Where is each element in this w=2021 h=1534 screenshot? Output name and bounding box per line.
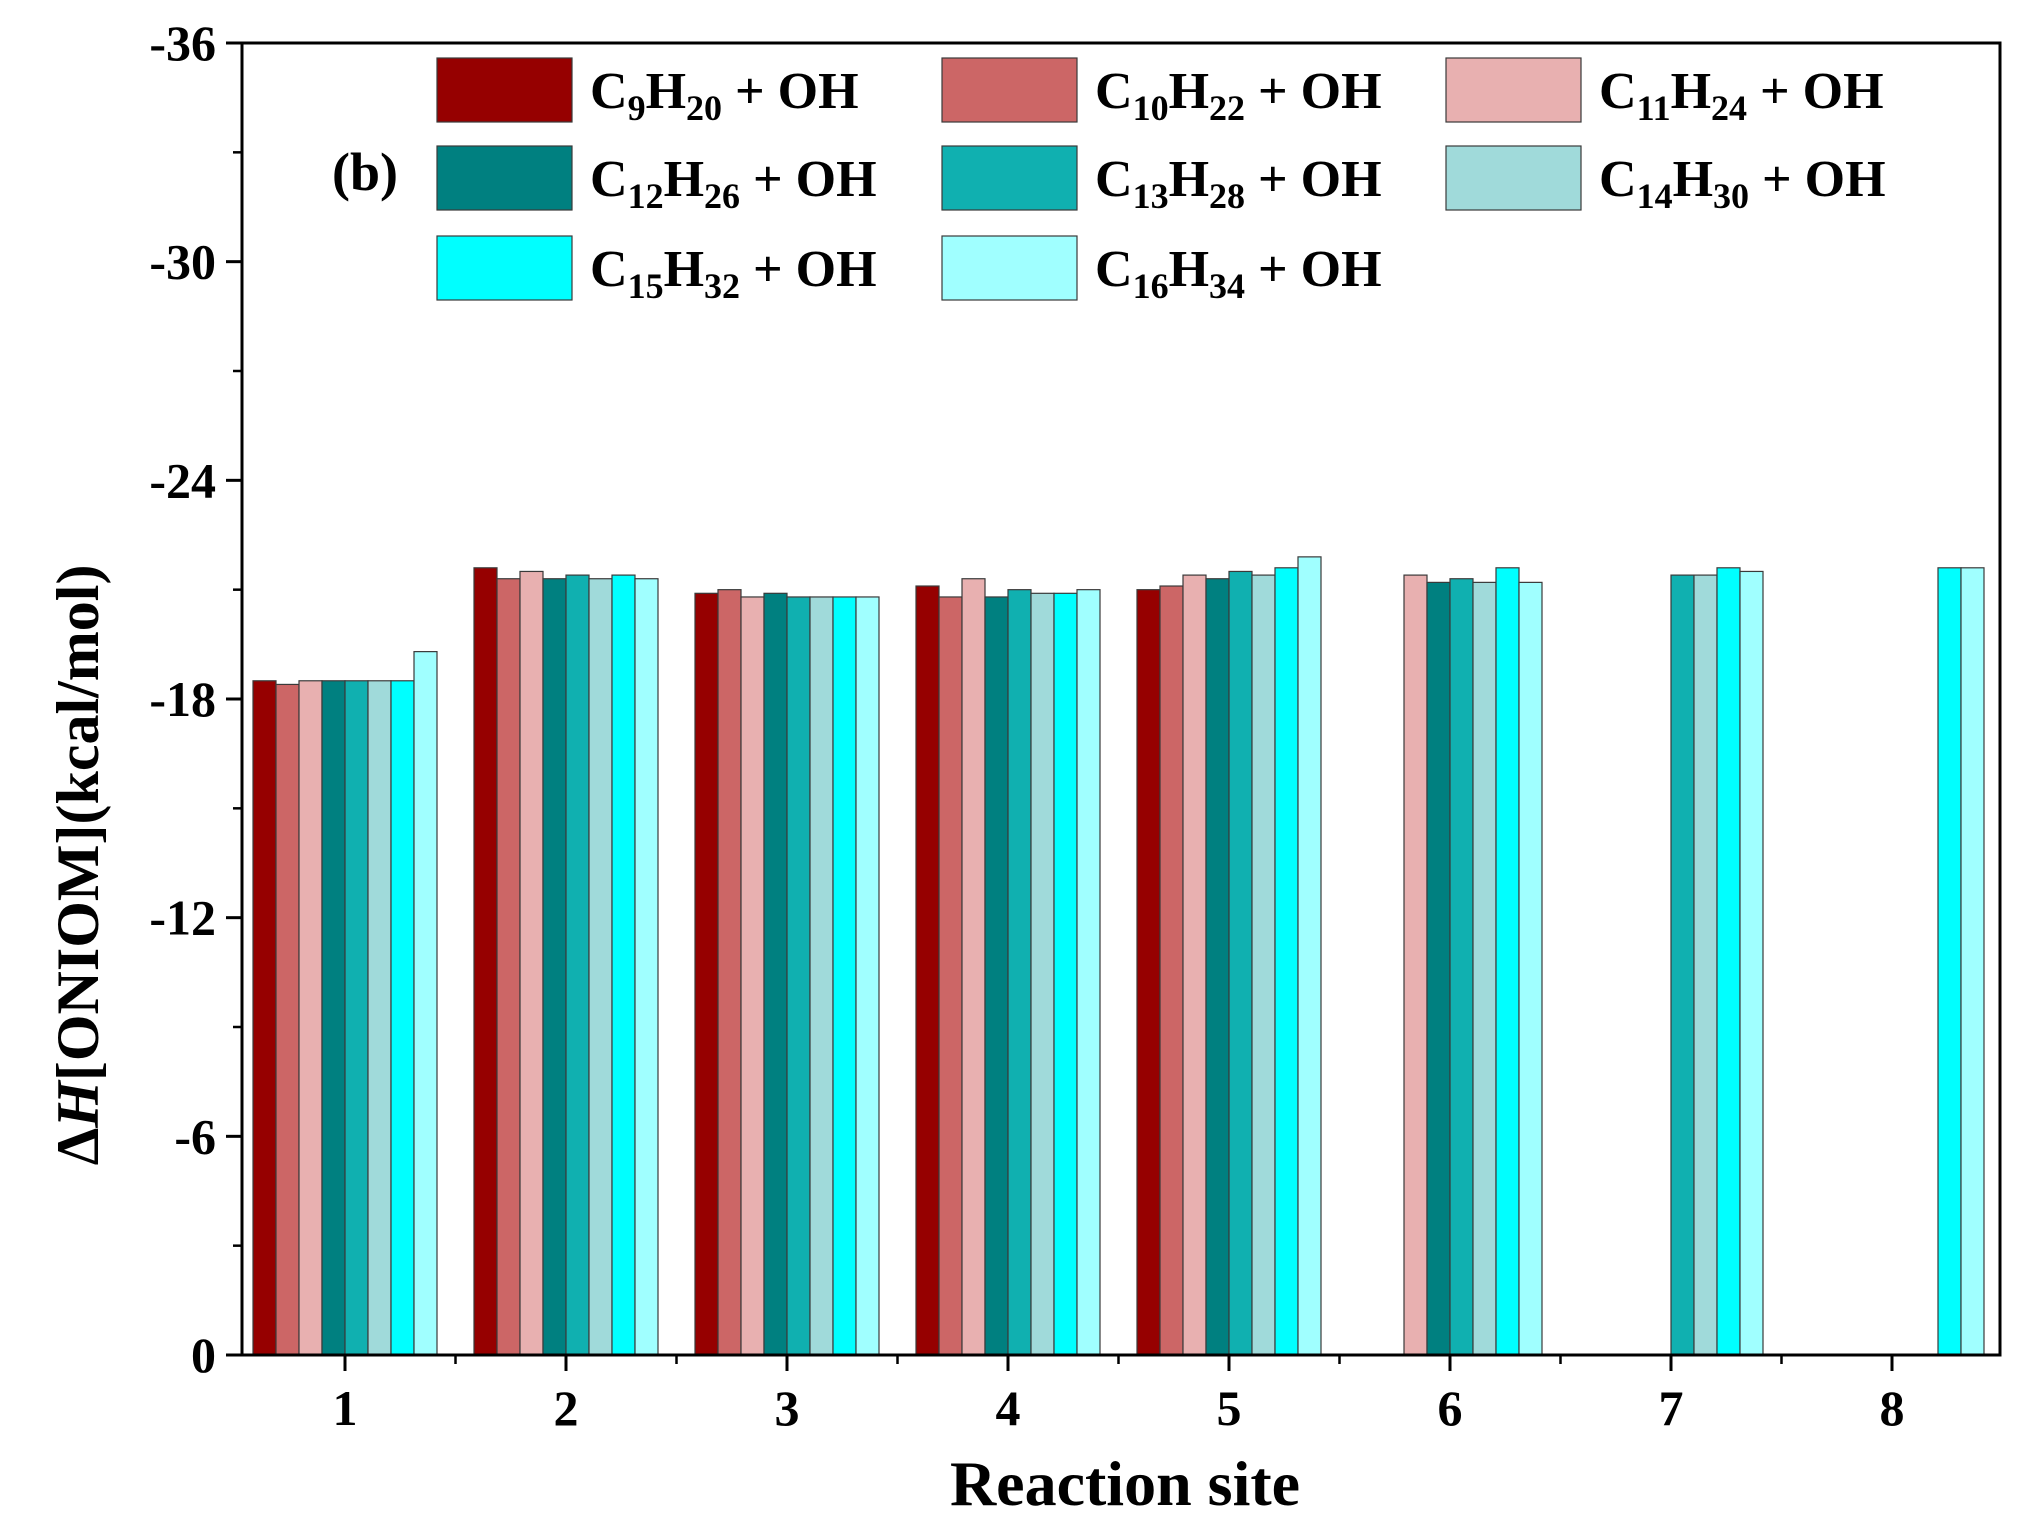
bar-site-4-series-1 [915,585,940,1356]
bar-site-8-series-8 [1960,567,1985,1356]
y-tick-label: -18 [149,671,216,727]
bars-group [252,556,1985,1356]
bar-site-7-series-5 [1670,574,1695,1356]
y-axis-label-delta: Δ [45,1128,111,1166]
x-tick-label: 8 [1880,1380,1905,1436]
bar-site-1-series-3 [298,680,323,1356]
bar-site-4-series-2 [938,596,963,1356]
bar-site-1-series-1 [252,680,277,1356]
bar-site-5-series-8 [1297,556,1322,1356]
x-tick-label: 1 [333,1380,358,1436]
x-tick-label: 7 [1659,1380,1684,1436]
bar-site-3-series-8 [855,596,880,1356]
legend-swatch-4 [436,145,573,211]
legend-label-6: C14H30 + OH [1599,151,1886,216]
y-tick-label: -12 [149,890,216,946]
bar-site-2-series-3 [519,570,544,1356]
bar-site-5-series-3 [1182,574,1207,1356]
bar-site-2-series-2 [496,578,521,1356]
bar-site-5-series-6 [1251,574,1276,1356]
x-tick-label: 6 [1438,1380,1463,1436]
bar-site-1-series-2 [275,683,300,1356]
legend: C9H20 + OH C10H22 + OH C11H24 + OH C12H26 +… [436,57,1886,306]
x-tick-label: 2 [554,1380,579,1436]
bar-site-7-series-7 [1716,567,1741,1356]
bar-site-6-series-8 [1518,581,1543,1356]
y-axis-label: ΔH[ONIOM](kcal/mol) [45,565,111,1166]
y-tick-label: -30 [149,234,216,290]
bar-site-5-series-5 [1228,570,1253,1356]
bar-site-6-series-7 [1495,567,1520,1356]
bar-site-7-series-6 [1693,574,1718,1356]
bar-site-6-series-6 [1472,581,1497,1356]
x-axis-label: Reaction site [950,1448,1300,1519]
bar-site-5-series-1 [1136,589,1161,1356]
bar-site-7-series-8 [1739,570,1764,1356]
y-tick-label: 0 [191,1327,216,1383]
bar-site-1-series-6 [367,680,392,1356]
bar-site-4-series-7 [1053,592,1078,1356]
legend-label-3: C11H24 + OH [1599,63,1884,128]
bar-site-3-series-7 [832,596,857,1356]
legend-swatch-1 [436,57,573,123]
y-tick-label: -24 [149,452,216,508]
bar-site-2-series-6 [588,578,613,1356]
legend-swatch-3 [1445,57,1582,123]
bar-site-4-series-5 [1007,589,1032,1356]
bar-site-3-series-6 [809,596,834,1356]
bar-site-4-series-3 [961,578,986,1356]
bar-site-1-series-7 [390,680,415,1356]
legend-label-7: C15H32 + OH [590,241,877,306]
bar-site-3-series-4 [763,592,788,1356]
bar-site-3-series-3 [740,596,765,1356]
bar-site-5-series-2 [1159,585,1184,1356]
x-tick-label: 5 [1217,1380,1242,1436]
x-tick-label: 3 [775,1380,800,1436]
y-tick-label: -36 [149,15,216,71]
legend-swatch-2 [941,57,1078,123]
legend-label-4: C12H26 + OH [590,151,877,216]
bar-site-6-series-5 [1449,578,1474,1356]
bar-site-2-series-1 [473,567,498,1356]
bar-site-3-series-5 [786,596,811,1356]
legend-label-5: C13H28 + OH [1095,151,1382,216]
bar-site-2-series-5 [565,574,590,1356]
bar-site-5-series-4 [1205,578,1230,1356]
bar-site-4-series-6 [1030,592,1055,1356]
bar-site-4-series-8 [1076,589,1101,1356]
y-tick-label: -6 [174,1108,216,1164]
bar-site-1-series-4 [321,680,346,1356]
legend-label-8: C16H34 + OH [1095,241,1382,306]
bar-site-2-series-8 [634,578,659,1356]
legend-label-1: C9H20 + OH [590,63,859,128]
legend-swatch-7 [436,235,573,301]
panel-label: (b) [332,142,398,202]
bar-site-6-series-4 [1426,581,1451,1356]
bar-site-8-series-7 [1937,567,1962,1356]
y-axis-label-rest: [ONIOM](kcal/mol) [45,565,111,1082]
x-tick-label: 4 [996,1380,1021,1436]
bar-site-2-series-7 [611,574,636,1356]
bar-site-1-series-8 [413,651,438,1356]
bar-site-2-series-4 [542,578,567,1356]
legend-swatch-5 [941,145,1078,211]
y-axis-label-italic: H [45,1079,111,1129]
bar-site-1-series-5 [344,680,369,1356]
legend-swatch-6 [1445,145,1582,211]
bar-site-5-series-7 [1274,567,1299,1356]
bar-site-4-series-4 [984,596,1009,1356]
legend-swatch-8 [941,235,1078,301]
bar-site-3-series-1 [694,592,719,1356]
bar-site-3-series-2 [717,589,742,1356]
bar-site-6-series-3 [1403,574,1428,1356]
ticks-group: 0 -6 -12 -18 -24 -30 -36 1 2 3 4 5 6 7 8 [149,15,1904,1436]
legend-label-2: C10H22 + OH [1095,63,1382,128]
